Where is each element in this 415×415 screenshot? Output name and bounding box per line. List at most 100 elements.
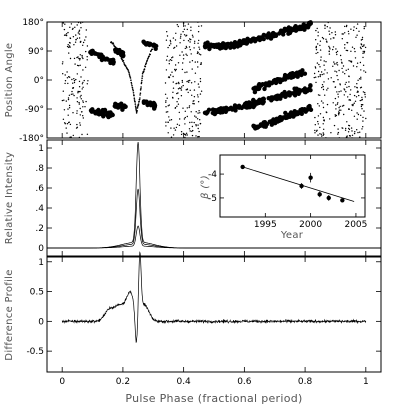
pa-small-dot bbox=[178, 87, 181, 89]
pa-large-dot bbox=[110, 112, 115, 117]
pa-small-dot bbox=[358, 30, 360, 32]
pa-small-dot bbox=[356, 118, 358, 120]
pa-small-dot bbox=[75, 34, 77, 36]
pa-small-dot bbox=[326, 89, 328, 91]
pa-small-dot bbox=[77, 21, 80, 24]
pa-small-dot bbox=[341, 61, 343, 63]
pa-small-dot bbox=[346, 42, 349, 44]
relative-intensity-curves bbox=[47, 141, 381, 249]
pa-large-dot bbox=[151, 100, 156, 106]
pa-small-dot bbox=[172, 97, 174, 99]
pa-large-dot bbox=[145, 42, 150, 47]
pa-small-dot bbox=[172, 81, 174, 83]
pa-small-dot bbox=[329, 48, 331, 50]
pa-small-dot bbox=[200, 25, 203, 27]
pa-small-dot bbox=[82, 81, 84, 84]
pa-small-dot bbox=[345, 69, 347, 72]
pa-small-dot bbox=[165, 106, 167, 108]
pa-swing-dot bbox=[150, 49, 152, 52]
pa-large-dot bbox=[302, 107, 307, 112]
pa-large-dot bbox=[278, 96, 283, 101]
pa-small-dot bbox=[341, 38, 343, 40]
pa-small-dot bbox=[344, 129, 347, 131]
pa-small-dot bbox=[174, 129, 177, 131]
pa-small-dot bbox=[189, 61, 191, 63]
pa-small-dot bbox=[77, 90, 79, 93]
pa-swing-dot bbox=[146, 59, 148, 62]
pa-swing-dot bbox=[131, 84, 133, 87]
pa-large-dot bbox=[297, 26, 302, 32]
pa-small-dot bbox=[317, 76, 320, 78]
pa-swing-dot bbox=[125, 65, 127, 67]
pa-small-dot bbox=[357, 79, 359, 82]
pa-large-dot bbox=[292, 86, 297, 91]
pa-small-dot bbox=[336, 74, 338, 77]
pa-small-dot bbox=[81, 111, 83, 113]
pa-small-dot bbox=[364, 93, 366, 96]
pa-swing-dot bbox=[136, 107, 139, 109]
pa-large-dot bbox=[267, 119, 272, 125]
pa-small-dot bbox=[356, 83, 358, 85]
pa-small-dot bbox=[79, 58, 81, 60]
pa-small-dot bbox=[68, 52, 70, 54]
pa-large-dot bbox=[286, 112, 291, 118]
pa-small-dot bbox=[360, 44, 363, 46]
pa-small-dot bbox=[68, 76, 71, 78]
difference-ytick-label: 0 bbox=[38, 317, 44, 327]
pa-small-dot bbox=[335, 71, 338, 73]
pa-small-dot bbox=[197, 66, 199, 68]
pa-small-dot bbox=[71, 78, 73, 81]
pa-small-dot bbox=[350, 89, 352, 91]
pa-small-dot bbox=[338, 137, 340, 139]
pa-small-dot bbox=[199, 93, 202, 95]
pa-large-dot bbox=[295, 74, 300, 79]
pa-large-dot bbox=[216, 109, 222, 114]
pa-small-dot bbox=[165, 39, 168, 41]
pa-small-dot bbox=[362, 56, 364, 59]
pa-small-dot bbox=[353, 102, 355, 104]
inset-ytick-label: -4 bbox=[208, 170, 217, 180]
pa-small-dot bbox=[195, 111, 197, 113]
pa-small-dot bbox=[76, 97, 78, 99]
pa-small-dot bbox=[336, 64, 339, 66]
pa-small-dot bbox=[359, 61, 362, 64]
pa-large-dot bbox=[275, 93, 280, 98]
position-angle-y-axis: -180° -90° 0° 90° 180° bbox=[19, 18, 381, 144]
pa-small-dot bbox=[335, 48, 337, 50]
relative-intensity-y-axis: 0 .2 .4 .6 .8 1 bbox=[35, 144, 381, 254]
pa-small-dot bbox=[345, 25, 348, 28]
pa-large-dot bbox=[262, 86, 267, 92]
pa-small-dot bbox=[82, 86, 84, 89]
pa-small-dot bbox=[349, 60, 352, 62]
pa-small-dot bbox=[364, 71, 367, 73]
pa-large-dot bbox=[282, 89, 287, 95]
pa-small-dot bbox=[362, 126, 364, 128]
pa-small-dot bbox=[175, 45, 178, 47]
pa-small-dot bbox=[64, 80, 67, 82]
difference-profile-frame bbox=[46, 256, 382, 373]
difference-profile-curve bbox=[61, 251, 367, 343]
pa-large-dot bbox=[303, 90, 308, 95]
pa-small-dot bbox=[323, 64, 325, 66]
pa-small-dot bbox=[198, 135, 200, 138]
pa-small-dot bbox=[174, 39, 177, 41]
pa-small-dot bbox=[76, 24, 78, 26]
pa-small-dot bbox=[337, 102, 339, 104]
pa-small-dot bbox=[73, 94, 75, 97]
pa-small-dot bbox=[72, 82, 74, 84]
pa-small-dot bbox=[67, 31, 69, 34]
pa-large-dot bbox=[209, 44, 214, 49]
pa-small-dot bbox=[332, 102, 334, 104]
pa-small-dot bbox=[78, 30, 80, 33]
pa-swing-dot bbox=[145, 62, 148, 64]
pa-small-dot bbox=[195, 116, 197, 118]
pa-small-dot bbox=[79, 59, 81, 61]
pa-swing-dot bbox=[136, 109, 138, 112]
pa-small-dot bbox=[337, 96, 340, 98]
pa-small-dot bbox=[174, 46, 176, 49]
pa-small-dot bbox=[192, 129, 194, 132]
pa-small-dot bbox=[72, 93, 74, 95]
pa-small-dot bbox=[319, 74, 321, 76]
pa-small-dot bbox=[180, 131, 183, 133]
pa-small-dot bbox=[63, 109, 66, 111]
